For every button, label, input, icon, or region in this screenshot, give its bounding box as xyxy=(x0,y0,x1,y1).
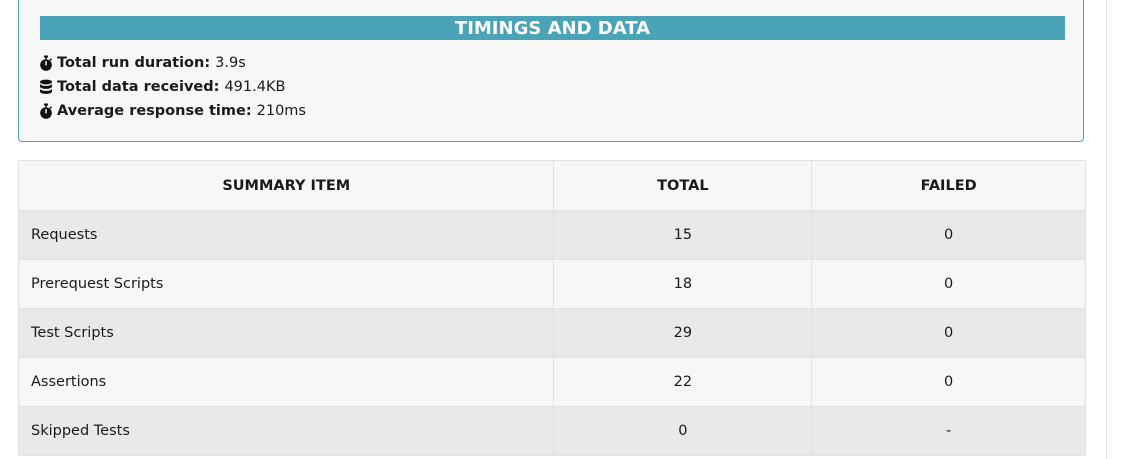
row-item: Prerequest Scripts xyxy=(17,259,555,309)
row-total: 15 xyxy=(553,210,813,260)
row-total: 0 xyxy=(553,406,813,456)
table-row: Requests 15 0 xyxy=(17,210,1086,260)
stat-value: 491.4KB xyxy=(224,79,286,95)
stat-value: 3.9s xyxy=(215,55,246,71)
header-summary-item[interactable]: SUMMARY ITEM xyxy=(17,160,555,211)
row-total: 18 xyxy=(553,259,813,309)
table-header-row: SUMMARY ITEM TOTAL FAILED xyxy=(17,160,1086,211)
stat-data-received: Total data received: 491.4KB xyxy=(39,77,285,97)
row-item: Skipped Tests xyxy=(17,406,555,456)
summary-table: SUMMARY ITEM TOTAL FAILED Requests 15 0 … xyxy=(17,160,1086,456)
stat-run-duration: Total run duration: 3.9s xyxy=(39,53,246,73)
row-failed: - xyxy=(811,406,1086,456)
stopwatch-icon xyxy=(39,55,53,71)
row-failed: 0 xyxy=(811,357,1086,407)
table-row: Prerequest Scripts 18 0 xyxy=(17,259,1086,309)
row-item: Requests xyxy=(17,210,555,260)
row-failed: 0 xyxy=(811,308,1086,358)
timings-card: TIMINGS AND DATA Total run duration: 3.9… xyxy=(18,0,1084,142)
stat-average-response: Average response time: 210ms xyxy=(39,101,306,121)
row-total: 22 xyxy=(553,357,813,407)
stat-label: Total data received: xyxy=(57,79,220,95)
row-total: 29 xyxy=(553,308,813,358)
stat-label: Total run duration: xyxy=(57,55,211,71)
stat-label: Average response time: xyxy=(57,103,252,119)
row-failed: 0 xyxy=(811,259,1086,309)
timings-title: TIMINGS AND DATA xyxy=(40,16,1065,40)
header-total[interactable]: TOTAL xyxy=(553,160,813,211)
row-item: Test Scripts xyxy=(17,308,555,358)
header-failed[interactable]: FAILED xyxy=(811,160,1086,211)
row-item: Assertions xyxy=(17,357,555,407)
stopwatch-icon xyxy=(39,103,53,119)
scrollbar-track[interactable] xyxy=(1106,0,1107,459)
database-icon xyxy=(39,79,53,95)
stat-value: 210ms xyxy=(256,103,306,119)
row-failed: 0 xyxy=(811,210,1086,260)
table-row: Test Scripts 29 0 xyxy=(17,308,1086,358)
table-row: Assertions 22 0 xyxy=(17,357,1086,407)
table-row: Skipped Tests 0 - xyxy=(17,406,1086,456)
